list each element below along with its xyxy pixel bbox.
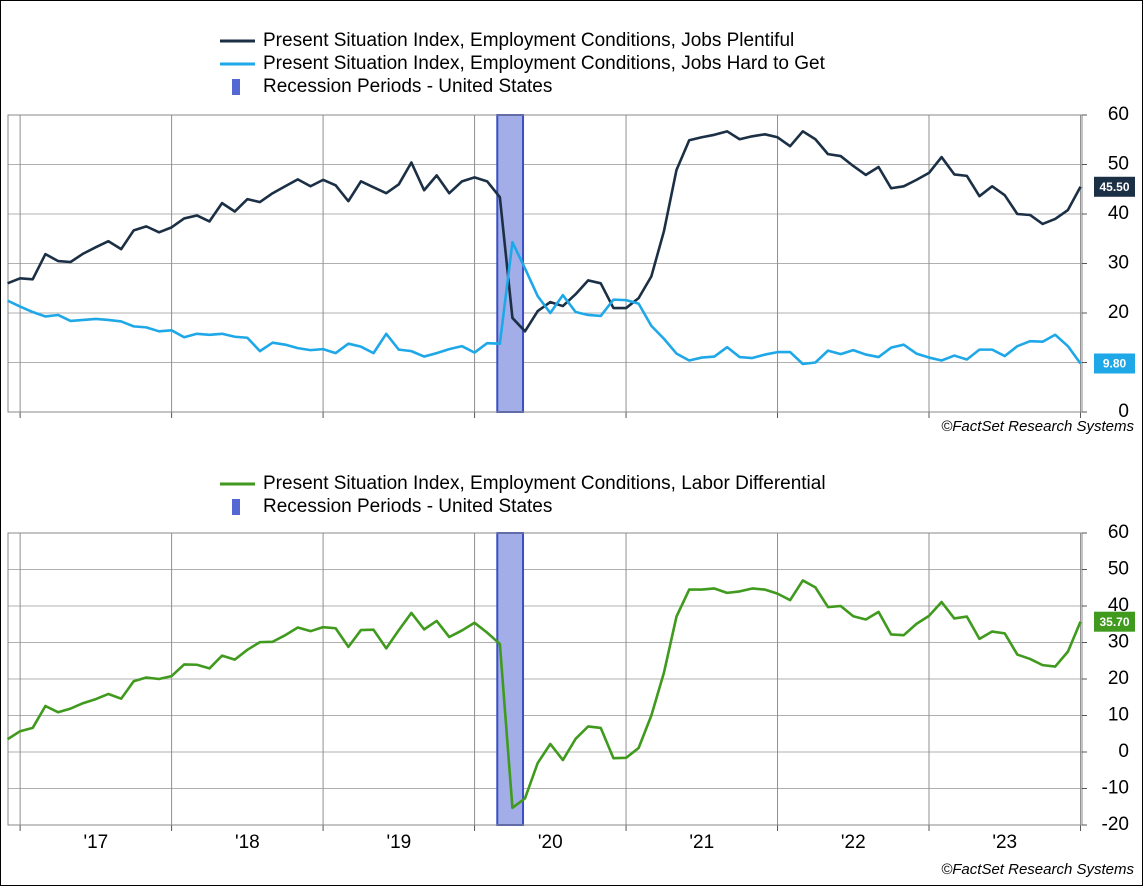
x-tick-label: '22 [841,832,866,853]
y-tick-label: 50 [1108,154,1129,175]
value-label: 9.80 [1103,357,1127,371]
legend-label: Recession Periods - United States [263,76,552,97]
y-tick-label: 20 [1108,302,1129,323]
y-tick-label: 40 [1108,203,1129,224]
value-label-box [1094,353,1135,374]
y-tick-label: 0 [1118,741,1129,762]
y-tick-label: 30 [1108,253,1129,274]
value-label: 45.50 [1099,180,1129,194]
x-tick-label: '19 [386,832,411,853]
legend-label: Present Situation Index, Employment Cond… [263,30,794,51]
value-label-box [1094,176,1135,197]
legend-label: Recession Periods - United States [263,496,552,517]
legend-label: Present Situation Index, Employment Cond… [263,53,826,74]
series-line [6,240,1082,366]
y-tick-label: 30 [1108,632,1129,653]
value-label: 35.70 [1099,615,1129,629]
y-tick-label: -10 [1102,778,1129,799]
series-line [6,579,1082,810]
y-tick-label: 50 [1108,559,1129,580]
y-tick-label: 0 [1118,401,1129,422]
y-tick-label: 40 [1108,595,1129,616]
legend-label: Present Situation Index, Employment Cond… [263,473,826,494]
source: ©FactSet Research Systems [941,418,1134,435]
y-tick-label: -20 [1102,814,1129,835]
x-tick-label: '17 [83,832,108,853]
legend-swatch [232,499,240,515]
y-tick-label: 60 [1108,104,1129,125]
legend-swatch [232,79,240,95]
source: ©FactSet Research Systems [941,861,1134,878]
y-tick-label: 20 [1108,668,1129,689]
x-tick-label: '20 [538,832,563,853]
y-tick-label: 60 [1108,522,1129,543]
x-tick-label: '18 [235,832,260,853]
y-tick-label: 10 [1108,705,1129,726]
x-tick-label: '21 [689,832,714,853]
value-label-box [1094,611,1135,632]
x-tick-label: '23 [992,832,1017,853]
